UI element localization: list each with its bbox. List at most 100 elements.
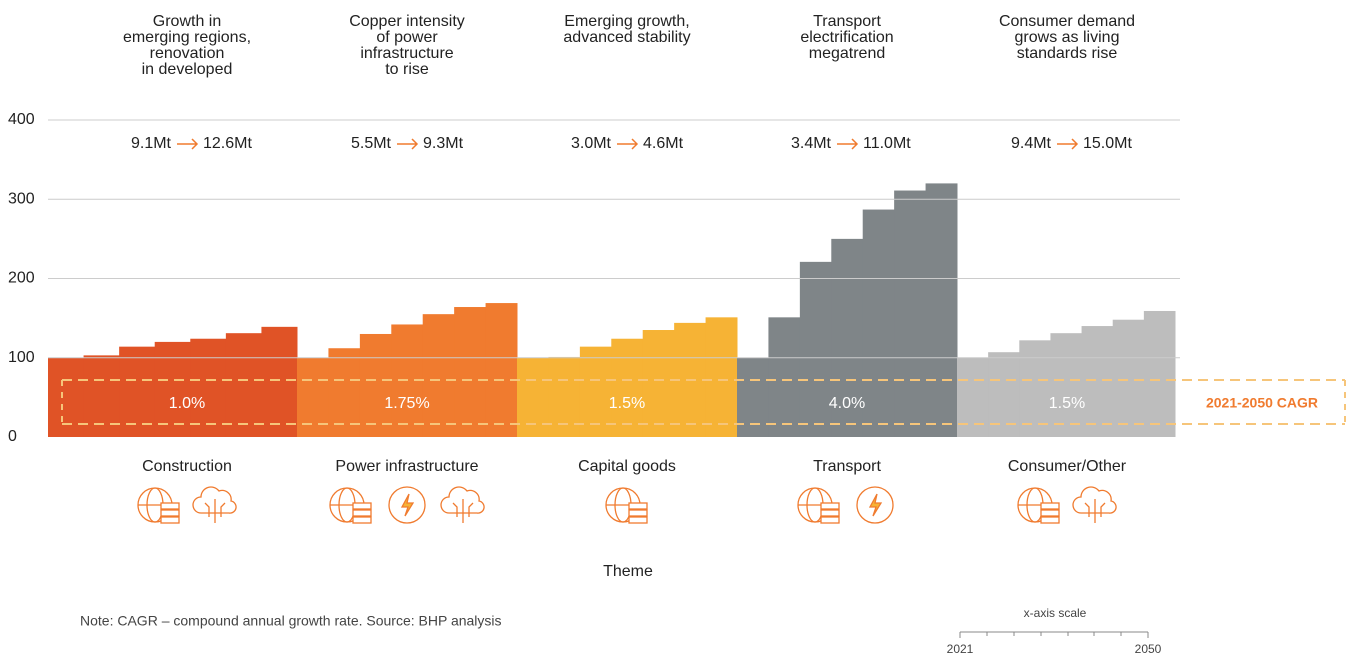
bar (454, 307, 487, 437)
icon (388, 486, 426, 524)
icon-part (388, 486, 426, 524)
icon-part (204, 499, 226, 523)
icon-part (160, 509, 180, 517)
header-line: emerging regions, (123, 29, 251, 46)
bar (1143, 310, 1176, 437)
bar (1050, 333, 1083, 437)
demand-to: 9.3Mt (423, 135, 464, 152)
scale-start: 2021 (947, 642, 974, 656)
icon-part (1072, 486, 1117, 514)
header-line: advanced stability (563, 29, 690, 46)
note: Note: CAGR – compound annual growth rate… (80, 613, 502, 629)
bar (611, 338, 644, 437)
bar (862, 209, 895, 437)
icon (856, 486, 894, 524)
header-line: renovation (150, 45, 225, 62)
demand-to: 15.0Mt (1083, 135, 1132, 152)
header-line: to rise (385, 61, 429, 78)
bar (422, 314, 455, 437)
bar (297, 357, 329, 437)
scale-title: x-axis scale (1024, 606, 1087, 620)
category-label: Consumer/Other (1008, 458, 1127, 475)
bar (1019, 340, 1051, 437)
icon-part (352, 516, 372, 524)
category-label: Transport (813, 458, 881, 475)
icon (329, 487, 372, 524)
category-label: Capital goods (578, 458, 676, 475)
x-axis-title: Theme (603, 563, 653, 580)
bar (359, 333, 392, 437)
bar (1112, 319, 1145, 437)
scale-end: 2050 (1135, 642, 1162, 656)
demand-to: 4.6Mt (643, 135, 684, 152)
bar (768, 317, 801, 437)
demand-from: 3.4Mt (791, 135, 832, 152)
icon (137, 487, 180, 524)
cagr-label: 1.5% (609, 395, 645, 412)
bar (957, 357, 989, 437)
icon-part (1040, 509, 1060, 517)
bar (154, 341, 191, 437)
scale-axis (959, 631, 1149, 638)
icon (797, 487, 840, 524)
icon-part (628, 516, 648, 524)
header-line: Consumer demand (999, 13, 1135, 30)
bar (225, 333, 262, 437)
bar (642, 330, 675, 437)
icon-part (820, 509, 840, 517)
bar (328, 348, 361, 437)
icon-part (856, 486, 894, 524)
demand-to: 11.0Mt (863, 135, 911, 152)
bar (705, 317, 738, 437)
icon-part (160, 516, 180, 524)
bar (517, 357, 549, 437)
icon-part (628, 509, 648, 517)
bar (737, 357, 769, 437)
cagr-label: 1.5% (1049, 395, 1085, 412)
icon (1072, 486, 1117, 523)
header-line: of power (376, 29, 438, 46)
cagr-label: 1.0% (169, 395, 205, 412)
icon (192, 486, 237, 523)
bar (799, 261, 832, 437)
bar (485, 303, 518, 437)
bar (1081, 326, 1114, 437)
y-tick-label: 100 (8, 349, 35, 366)
icon-part (400, 493, 415, 517)
header-line: Emerging growth, (564, 13, 689, 30)
category-label: Power infrastructure (335, 458, 478, 475)
icon-part (1040, 502, 1060, 510)
arrow (397, 138, 419, 150)
cagr-label: 4.0% (829, 395, 865, 412)
bar (48, 357, 85, 437)
icon-part (452, 499, 474, 523)
y-tick-label: 400 (8, 111, 35, 128)
icon (1017, 487, 1060, 524)
icon-part (820, 516, 840, 524)
cagr-title: 2021-2050 CAGR (1206, 395, 1318, 411)
header-line: infrastructure (360, 45, 453, 62)
header-line: grows as living (1015, 29, 1120, 46)
icon (605, 487, 648, 524)
bar (119, 346, 156, 437)
bar (261, 326, 298, 437)
icon (440, 486, 485, 523)
header-line: in developed (142, 61, 233, 78)
header-line: electrification (800, 29, 893, 46)
demand-from: 5.5Mt (351, 135, 392, 152)
icon-part (192, 486, 237, 514)
icon-part (352, 509, 372, 517)
icon-part (440, 486, 485, 514)
arrow (617, 138, 639, 150)
header-line: Transport (813, 13, 881, 30)
demand-to: 12.6Mt (203, 135, 252, 152)
icon-part (820, 502, 840, 510)
arrow (1057, 138, 1079, 150)
bars (48, 183, 1176, 437)
icon-part (1084, 499, 1106, 523)
demand-from: 9.4Mt (1011, 135, 1052, 152)
bar (894, 190, 927, 437)
icon-part (868, 493, 883, 517)
demand-from: 9.1Mt (131, 135, 172, 152)
